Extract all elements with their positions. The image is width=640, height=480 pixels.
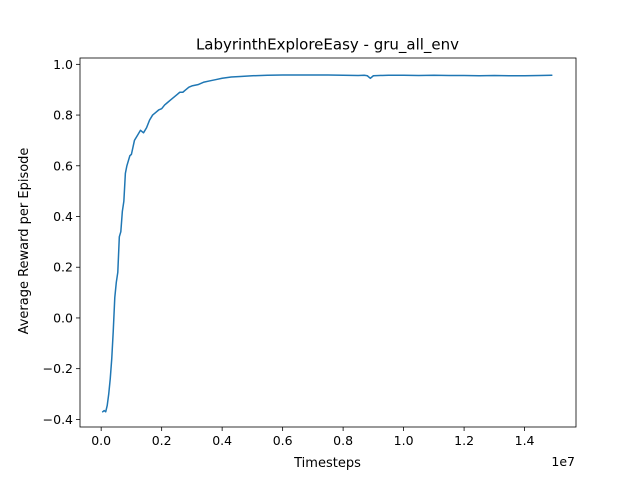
x-axis-label: Timesteps bbox=[293, 456, 361, 471]
y-axis-label: Average Reward per Episode bbox=[17, 148, 32, 335]
chart-title: LabyrinthExploreEasy - gru_all_env bbox=[196, 36, 459, 55]
x-tick-label: 0.2 bbox=[152, 433, 172, 448]
plot-area bbox=[79, 57, 577, 428]
x-tick-label: 1.2 bbox=[454, 433, 474, 448]
y-tick-label: 0.8 bbox=[53, 108, 73, 123]
axes-frame bbox=[79, 57, 577, 428]
x-tick-label: 1.0 bbox=[394, 433, 414, 448]
y-tick-label: 0.6 bbox=[53, 158, 73, 173]
x-tick-label: 0.6 bbox=[273, 433, 293, 448]
y-tick-label: −0.4 bbox=[43, 412, 73, 427]
series-line-0 bbox=[101, 74, 553, 413]
y-tick-label: 0.0 bbox=[53, 310, 73, 325]
x-tick-label: 0.4 bbox=[212, 433, 232, 448]
y-axis: −0.4 −0.2 0.0 0.2 0.4 0.6 0.8 1.0 bbox=[43, 57, 80, 427]
y-tick-label: 0.4 bbox=[53, 209, 73, 224]
x-tick-label: 1.4 bbox=[515, 433, 535, 448]
x-axis: 0.0 0.2 0.4 0.6 0.8 1.0 1.2 1.4 bbox=[91, 427, 535, 448]
x-axis-offset-label: 1e7 bbox=[551, 454, 575, 469]
x-tick-label: 0.0 bbox=[91, 433, 111, 448]
x-tick-label: 0.8 bbox=[333, 433, 353, 448]
y-tick-label: 0.2 bbox=[53, 260, 73, 275]
y-tick-label: −0.2 bbox=[43, 361, 73, 376]
y-tick-label: 1.0 bbox=[53, 57, 73, 72]
